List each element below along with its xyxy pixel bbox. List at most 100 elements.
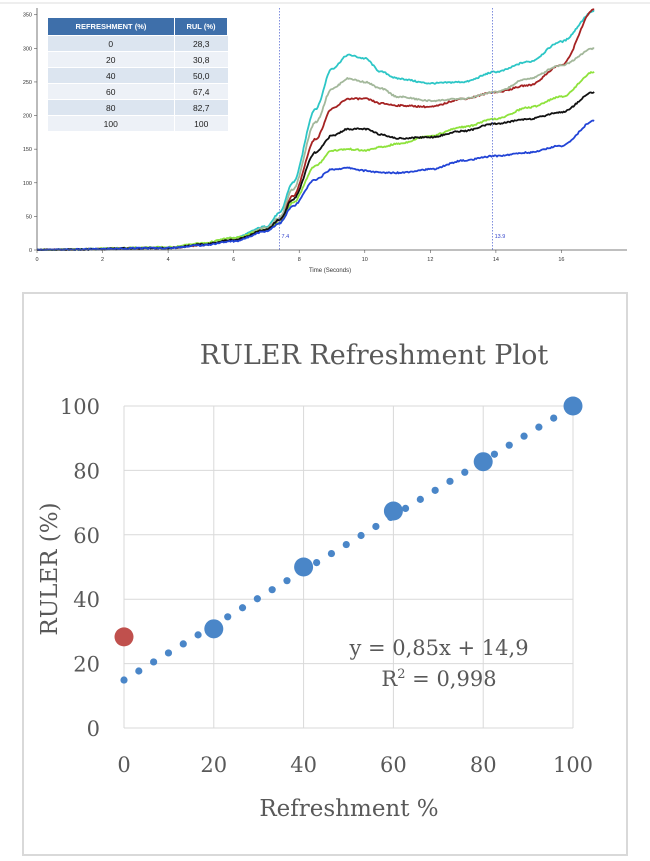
- y-tick-label: 0: [87, 717, 100, 741]
- y-tick-label: 40: [73, 588, 100, 612]
- x-tick-label: 100: [553, 753, 593, 777]
- data-point: [383, 501, 403, 521]
- y-tick-label: 100: [60, 395, 100, 419]
- trendline-dot: [283, 577, 291, 585]
- trendline-dot: [253, 595, 261, 603]
- table-cell: 60: [47, 83, 175, 100]
- data-point: [473, 452, 493, 472]
- y-tick-label: 0: [29, 248, 32, 254]
- table-row: 80 82,7: [47, 99, 228, 116]
- trendline-dot: [238, 604, 247, 612]
- data-point: [294, 557, 314, 577]
- trendline-dot: [268, 586, 276, 594]
- x-tick-label: 14: [493, 257, 499, 263]
- trendline-dot: [194, 631, 202, 639]
- table-cell: 67,4: [173, 83, 228, 100]
- trendline-dot: [342, 540, 350, 549]
- x-tick-label: 16: [558, 257, 564, 263]
- table-header-refreshment: REFRESHMENT (%): [47, 17, 175, 36]
- data-points: [114, 396, 583, 647]
- table-row: 0 28,3: [47, 35, 228, 52]
- ruler-scatter-chart: 0 20 40 60 80 100 0 20 40 60 80 100 RULER Refreshme…: [37, 340, 593, 822]
- x-axis-label: Time (Seconds): [309, 268, 351, 274]
- y-tick-label: 20: [73, 653, 100, 677]
- trendline-dot: [120, 676, 128, 684]
- x-tick-label: 10: [362, 257, 368, 263]
- data-point: [204, 619, 224, 639]
- r-squared-label: R2 = 0,998: [381, 667, 496, 691]
- x-tick-label: 6: [232, 257, 235, 263]
- table-cell: 50,0: [173, 67, 228, 84]
- table-cell: 28,3: [173, 35, 228, 52]
- y-tick-label: 350: [23, 13, 32, 19]
- table-cell: 0: [47, 35, 175, 52]
- table-cell: 100: [47, 115, 175, 132]
- trendline-dot: [490, 450, 499, 458]
- trendline-dot: [520, 432, 528, 440]
- trendline-dot: [461, 468, 469, 476]
- trendline-dot: [135, 667, 143, 675]
- table-header-row: REFRESHMENT (%) RUL (%): [47, 17, 229, 36]
- y-tick-label: 100: [23, 181, 32, 187]
- trendline-dot: [401, 504, 410, 513]
- chart-title: RULER Refreshment Plot: [200, 340, 549, 371]
- trendline-dot: [431, 486, 439, 494]
- table-cell: 82,7: [173, 99, 228, 116]
- table-cell: 100: [173, 115, 228, 132]
- y-tick-label: 150: [23, 147, 32, 153]
- ruler-plot-panel: 0 20 40 60 80 100 0 20 40 60 80 100 RULER Refreshme…: [22, 292, 628, 856]
- trendline-dot: [505, 441, 513, 449]
- x-tick-label: 0: [117, 753, 130, 777]
- time-markers: 7.4 13.9: [279, 8, 506, 250]
- table-cell: 20: [47, 51, 175, 68]
- x-tick-label: 0: [35, 257, 38, 263]
- data-point: [563, 396, 583, 416]
- table-row: 100 100: [47, 115, 228, 132]
- trendline-dot: [446, 477, 454, 485]
- table-cell: 30,8: [173, 51, 228, 68]
- series-line: [36, 119, 595, 251]
- refreshment-table: REFRESHMENT (%) RUL (%) 0 28,3 20 30,8 40 5…: [47, 17, 229, 132]
- trendline-dot: [372, 522, 380, 531]
- trendline-dot: [535, 423, 543, 431]
- x-tick-label: 4: [167, 257, 170, 263]
- x-tick-label: 20: [200, 753, 227, 777]
- x-tick-label: 2: [101, 257, 104, 263]
- x-tick-label: 80: [470, 753, 497, 777]
- trendline-dot: [327, 549, 336, 558]
- trendline-dot: [179, 640, 187, 648]
- x-tick-label: 60: [380, 753, 407, 777]
- y-axis-label: RULER (%): [37, 502, 63, 635]
- trendline-dot: [550, 414, 558, 422]
- time-marker-label: 13.9: [495, 234, 506, 240]
- tick-labels: 0 20 40 60 80 100 0 20 40 60 80 100: [60, 395, 593, 777]
- y-tick-label: 300: [23, 46, 32, 52]
- trendline-dot: [313, 559, 321, 567]
- time-marker-label: 7.4: [282, 234, 290, 240]
- trendline-dot: [164, 649, 173, 657]
- y-tick-label: 200: [23, 114, 32, 120]
- series-lines: [36, 8, 595, 251]
- x-tick-label: 12: [427, 257, 433, 263]
- table-header-rul: RUL (%): [173, 17, 229, 36]
- trendline-dot: [416, 495, 424, 503]
- data-point: [114, 627, 134, 647]
- x-tick-label: 40: [290, 753, 317, 777]
- trendline-dot: [357, 531, 365, 540]
- table-cell: 80: [47, 99, 175, 116]
- table-row: 40 50,0: [47, 67, 228, 84]
- y-tick-label: 80: [73, 459, 100, 483]
- y-tick-label: 50: [26, 214, 32, 220]
- table-cell: 40: [47, 67, 175, 84]
- x-axis-label: Refreshment %: [259, 796, 438, 822]
- trendline-dot: [150, 658, 158, 666]
- table-row: 20 30,8: [47, 51, 228, 68]
- table-row: 60 67,4: [47, 83, 228, 100]
- y-tick-label: 60: [73, 524, 100, 548]
- trendline-dot: [224, 613, 232, 621]
- trendline-equation: y = 0,85x + 14,9: [348, 636, 528, 660]
- y-tick-label: 250: [23, 80, 32, 86]
- x-tick-label: 8: [298, 257, 301, 263]
